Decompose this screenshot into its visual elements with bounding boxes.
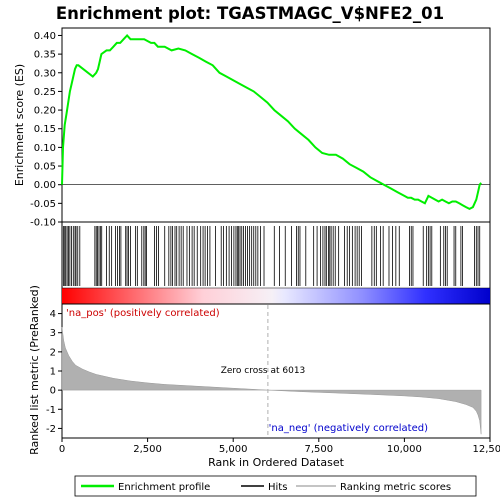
legend-box xyxy=(74,475,477,497)
es-tick-label: 0.25 xyxy=(34,87,56,98)
metric-tick-label: -2 xyxy=(46,424,56,435)
es-tick-label: 0.00 xyxy=(34,180,56,191)
metric-tick-label: 2 xyxy=(50,347,56,358)
metric-tick-label: 0 xyxy=(50,386,56,397)
zero-cross-label: Zero cross at 6013 xyxy=(221,366,306,376)
x-tick-label: 2,500 xyxy=(133,444,162,455)
negative-label: 'na_neg' (negatively correlated) xyxy=(269,423,428,434)
x-tick-label: 7,500 xyxy=(304,444,333,455)
es-panel-frame xyxy=(61,27,491,223)
hits xyxy=(62,226,481,286)
es-tick-label: 0.35 xyxy=(34,50,56,61)
x-axis: 0 2,500 5,000 7,500 10,000 12,500 xyxy=(59,438,500,455)
x-tick-label: 5,000 xyxy=(219,444,248,455)
chart-title: Enrichment plot: TGASTMAGC_V$NFE2_01 xyxy=(56,4,444,23)
metric-panel-frame xyxy=(61,303,491,439)
x-tick-label: 12,500 xyxy=(473,444,500,455)
es-tick-label: -0.10 xyxy=(30,218,56,229)
es-tick-label: 0.05 xyxy=(34,162,56,173)
es-y-axis-label: Enrichment score (ES) xyxy=(13,64,26,186)
metric-tick-label: -1 xyxy=(46,405,56,416)
metric-y-axis: -2 -1 0 1 2 3 4 xyxy=(46,309,62,435)
metric-tick-label: 4 xyxy=(50,309,56,320)
es-y-axis: -0.10 -0.05 0.00 0.05 0.10 0.15 0.20 0.25 0.30 0.… xyxy=(30,31,62,229)
legend: Enrichment profile Hits Ranking metric s… xyxy=(74,475,477,497)
x-tick-label: 10,000 xyxy=(387,444,422,455)
enrichment-profile-line xyxy=(61,34,482,211)
es-tick-label: 0.15 xyxy=(34,124,56,135)
metric-y-axis-label: Ranked list metric (PreRanked) xyxy=(28,285,41,455)
legend-hits-label: Hits xyxy=(268,482,287,493)
x-tick-label: 0 xyxy=(59,444,65,455)
legend-enrichment-label: Enrichment profile xyxy=(118,482,210,493)
legend-metric-label: Ranking metric scores xyxy=(340,482,451,493)
es-tick-label: 0.40 xyxy=(34,31,56,42)
hits-panel xyxy=(61,221,491,305)
positive-label: 'na_pos' (positively correlated) xyxy=(66,308,220,319)
es-tick-label: 0.20 xyxy=(34,106,56,117)
metric-tick-label: 1 xyxy=(50,367,56,378)
x-axis-label: Rank in Ordered Dataset xyxy=(208,456,345,469)
ranking-metric-area xyxy=(61,326,482,435)
es-panel: -0.10 -0.05 0.00 0.05 0.10 0.15 0.20 0.25 0.30 0.… xyxy=(13,27,491,229)
es-tick-label: 0.30 xyxy=(34,68,56,79)
metric-panel: -2 -1 0 1 2 3 4 Zero cross at 6013 'na_pos' (p… xyxy=(28,285,491,455)
ranking-heatmap xyxy=(62,288,490,304)
es-tick-label: -0.05 xyxy=(30,199,56,210)
es-tick-label: 0.10 xyxy=(34,143,56,154)
metric-tick-label: 3 xyxy=(50,328,56,339)
